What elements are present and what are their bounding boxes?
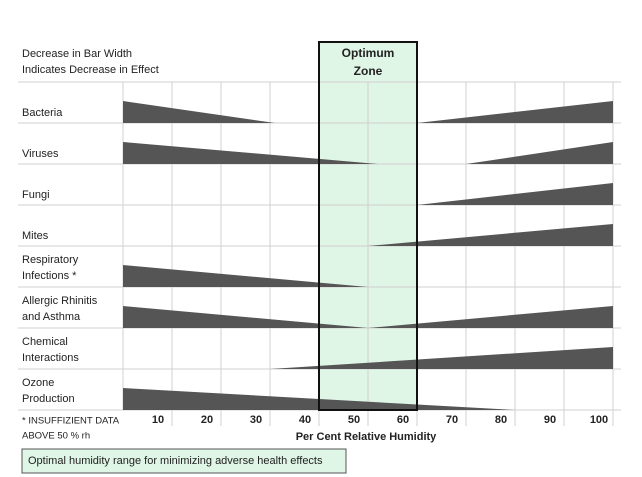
x-tick-label: 70 <box>446 414 458 426</box>
note: * INSUFFIZIENT DATA <box>22 416 120 427</box>
note: ABOVE 50 % rh <box>22 431 90 442</box>
effect-wedge <box>417 101 613 123</box>
row-label: Mites <box>22 230 49 242</box>
effect-wedge <box>466 142 613 164</box>
zone-label: Zone <box>354 64 383 78</box>
x-tick-label: 60 <box>397 414 409 426</box>
effect-wedge <box>368 306 613 328</box>
row-label: Respiratory <box>22 254 79 266</box>
x-tick-label: 10 <box>152 414 164 426</box>
row-label: Interactions <box>22 352 79 364</box>
x-tick-label: 20 <box>201 414 213 426</box>
row-label: and Asthma <box>22 311 81 323</box>
x-tick-label: 80 <box>495 414 507 426</box>
effect-wedge <box>368 224 613 246</box>
row-label: Fungi <box>22 189 50 201</box>
row-label: Chemical <box>22 336 68 348</box>
row-label: Allergic Rhinitis <box>22 295 98 307</box>
effect-wedge <box>123 142 378 164</box>
header-text: Decrease in Bar Width <box>22 48 132 60</box>
row-label: Bacteria <box>22 107 63 119</box>
x-tick-label: 90 <box>544 414 556 426</box>
x-tick-label: 100 <box>590 414 608 426</box>
row-label: Ozone <box>22 377 54 389</box>
x-tick-label: 30 <box>250 414 262 426</box>
row-label: Infections * <box>22 270 77 282</box>
zone-label: Optimum <box>342 46 395 60</box>
x-tick-label: 40 <box>299 414 311 426</box>
effect-wedge <box>123 265 368 287</box>
effect-wedge <box>123 306 368 328</box>
effect-wedge <box>270 347 613 369</box>
row-label: Production <box>22 393 75 405</box>
x-axis-label: Per Cent Relative Humidity <box>296 431 437 443</box>
effect-wedge <box>123 101 275 123</box>
legend-box <box>21 448 347 474</box>
row-label: Viruses <box>22 148 59 160</box>
effect-wedge <box>417 183 613 205</box>
optimum-zone-border <box>318 41 418 411</box>
legend-text: Optimal humidity range for minimizing ad… <box>28 455 323 467</box>
header-text: Indicates Decrease in Effect <box>22 64 159 76</box>
x-tick-label: 50 <box>348 414 360 426</box>
